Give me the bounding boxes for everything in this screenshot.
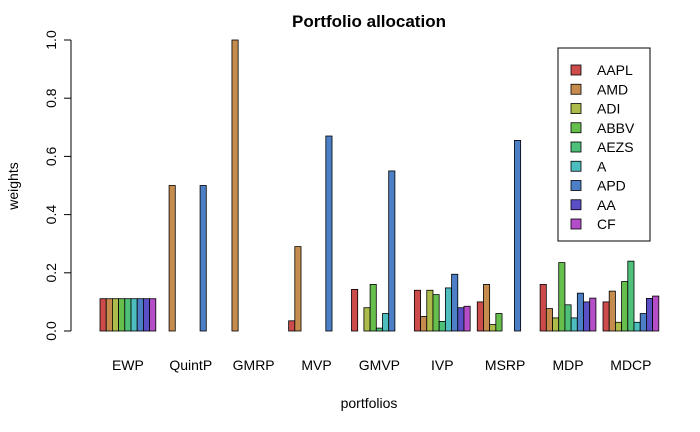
legend-swatch-ADI bbox=[570, 103, 582, 114]
legend-swatch-APD bbox=[570, 180, 582, 191]
bar-EWP-AEZS bbox=[124, 298, 132, 332]
bar-MDP-AMD bbox=[545, 308, 553, 332]
chart-title: Portfolio allocation bbox=[292, 12, 446, 31]
legend-swatch-AEZS bbox=[570, 141, 582, 153]
bar-MDCP-APD bbox=[639, 313, 647, 332]
bar-MDP-A bbox=[570, 317, 578, 332]
bar-MSRP-AAPL bbox=[476, 301, 484, 332]
legend-label-AAPL: AAPL bbox=[597, 62, 633, 78]
y-tick-label: 0.0 bbox=[43, 321, 59, 341]
legend-label-CF: CF bbox=[597, 216, 616, 232]
legend-swatch-A bbox=[570, 160, 582, 172]
bar-EWP-APD bbox=[136, 298, 144, 332]
bar-MDP-AEZS bbox=[564, 304, 572, 332]
bar-EWP-AMD bbox=[105, 298, 113, 332]
legend-label-AA: AA bbox=[597, 197, 616, 213]
bar-EWP-A bbox=[130, 298, 138, 332]
bar-MDCP-CF bbox=[652, 295, 660, 332]
x-tick-label: MDP bbox=[552, 357, 583, 373]
bar-EWP-AA bbox=[142, 298, 150, 332]
legend-swatch-CF bbox=[570, 218, 582, 230]
bar-MDP-ADI bbox=[552, 317, 560, 332]
bar-GMVP-ADI bbox=[363, 307, 371, 332]
legend-swatch-ABBV bbox=[570, 122, 582, 134]
x-tick-label: QuintP bbox=[169, 357, 212, 373]
x-tick-label: GMVP bbox=[359, 357, 400, 373]
legend-swatch-AA bbox=[570, 199, 582, 211]
bar-IVP-A bbox=[444, 287, 452, 332]
y-tick-label: 0.4 bbox=[43, 205, 59, 225]
bar-GMVP-APD bbox=[388, 170, 396, 332]
x-tick-label: MSRP bbox=[485, 357, 525, 373]
bar-MDP-AAPL bbox=[539, 284, 547, 332]
x-axis-label: portfolios bbox=[341, 395, 398, 411]
bar-IVP-CF bbox=[463, 305, 471, 332]
bar-QuintP-APD bbox=[199, 185, 207, 332]
bar-EWP-ABBV bbox=[118, 298, 126, 332]
y-axis: 0.0 0.2 0.4 0.6 0.8 1.0 bbox=[43, 30, 72, 341]
y-tick-label: 0.6 bbox=[43, 146, 59, 166]
bar-IVP-APD bbox=[451, 273, 459, 332]
bar-IVP-AAPL bbox=[413, 289, 421, 332]
bar-MSRP-ABBV bbox=[495, 313, 503, 332]
bar-MVP-AAPL bbox=[288, 320, 296, 332]
bar-GMVP-AAPL bbox=[351, 288, 359, 332]
bar-GMVP-AEZS bbox=[375, 327, 383, 332]
bar-QuintP-AMD bbox=[168, 185, 176, 332]
legend-label-ABBV: ABBV bbox=[597, 120, 635, 136]
x-axis-tick-labels: EWP QuintP GMRP MVP GMVP IVP MSRP MDP MDCP bbox=[112, 357, 652, 373]
bar-MSRP-ADI bbox=[489, 324, 497, 332]
bar-MDP-APD bbox=[576, 292, 584, 332]
bar-IVP-AMD bbox=[420, 316, 428, 332]
bar-MVP-APD bbox=[325, 135, 333, 332]
bar-IVP-AEZS bbox=[438, 320, 446, 332]
bar-MVP-AMD bbox=[294, 246, 302, 332]
bar-EWP-CF bbox=[149, 298, 157, 332]
bar-MDP-ABBV bbox=[558, 262, 566, 332]
legend-label-A: A bbox=[597, 158, 607, 174]
legend: AAPL AMD ADI ABBV AEZS A APD AA CF bbox=[557, 47, 651, 242]
bar-IVP-ABBV bbox=[432, 294, 440, 332]
bar-MDP-CF bbox=[589, 297, 597, 332]
bar-MDCP-ADI bbox=[615, 321, 623, 332]
bar-EWP-AAPL bbox=[99, 298, 107, 332]
bar-MDCP-AMD bbox=[608, 290, 616, 332]
legend-swatch-AMD bbox=[570, 83, 582, 95]
legend-swatch-AAPL bbox=[570, 64, 582, 76]
bar-MDCP-ABBV bbox=[621, 281, 629, 332]
x-tick-label: GMRP bbox=[233, 357, 275, 373]
x-tick-label: MVP bbox=[301, 357, 331, 373]
bar-MDCP-AEZS bbox=[627, 260, 635, 332]
bar-MDCP-A bbox=[633, 321, 641, 332]
legend-label-AMD: AMD bbox=[597, 81, 628, 97]
x-tick-label: MDCP bbox=[610, 357, 651, 373]
bar-MSRP-AMD bbox=[483, 284, 491, 332]
y-tick-label: 0.2 bbox=[43, 263, 59, 283]
bar-IVP-AA bbox=[457, 307, 465, 332]
bar-MDP-AA bbox=[583, 301, 591, 332]
bar-IVP-ADI bbox=[426, 289, 434, 332]
y-tick-label: 0.8 bbox=[43, 88, 59, 108]
legend-label-ADI: ADI bbox=[597, 101, 620, 117]
x-tick-label: IVP bbox=[431, 357, 454, 373]
y-tick-label: 1.0 bbox=[43, 30, 59, 50]
bar-EWP-ADI bbox=[112, 298, 120, 332]
legend-label-APD: APD bbox=[597, 178, 626, 194]
bars bbox=[99, 39, 660, 332]
bar-MDCP-AA bbox=[646, 298, 654, 332]
bar-GMVP-A bbox=[382, 313, 390, 332]
bar-GMVP-ABBV bbox=[369, 284, 377, 332]
bar-GMRP-AMD bbox=[231, 39, 239, 332]
y-axis-label: weights bbox=[5, 162, 21, 210]
bar-MDCP-AAPL bbox=[602, 301, 610, 332]
x-tick-label: EWP bbox=[112, 357, 144, 373]
legend-label-AEZS: AEZS bbox=[597, 139, 634, 155]
bar-MSRP-APD bbox=[514, 139, 522, 332]
